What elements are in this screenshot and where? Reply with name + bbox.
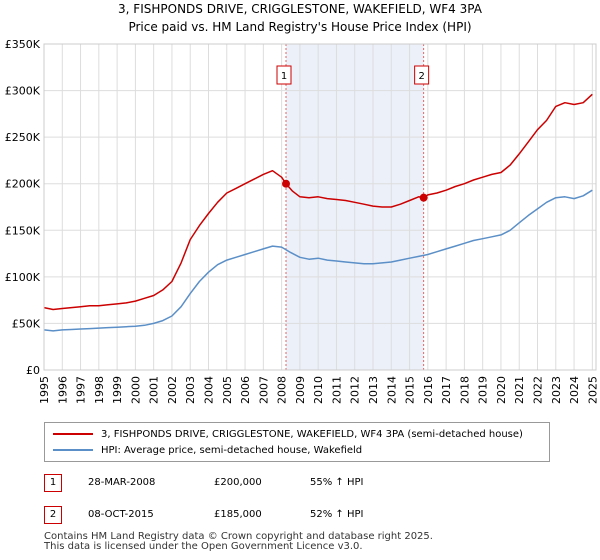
- x-tick-label: 2024: [568, 376, 581, 404]
- sale-label-box: [414, 65, 430, 85]
- x-tick-label: 2014: [385, 376, 398, 404]
- chart-title: 3, FISHPONDS DRIVE, CRIGGLESTONE, WAKEFI…: [118, 2, 483, 16]
- sale-row: 2 08-OCT-2015 £185,000 52% ↑ HPI: [44, 506, 564, 526]
- sale-point: [419, 193, 428, 202]
- x-tick-label: 2020: [495, 376, 508, 404]
- legend-swatch-property: [53, 433, 93, 435]
- x-tick-label: 2023: [550, 376, 563, 404]
- y-tick-label: £50K: [12, 317, 41, 330]
- y-tick-label: £100K: [5, 271, 41, 284]
- legend-label-hpi: HPI: Average price, semi-detached house,…: [101, 445, 363, 456]
- x-tick-label: 1999: [111, 376, 124, 404]
- x-tick-label: 2015: [404, 376, 417, 404]
- sale-row: 1 28-MAR-2008 £200,000 55% ↑ HPI: [44, 474, 564, 494]
- x-tick-label: 2009: [294, 376, 307, 404]
- sale-price: £185,000: [214, 509, 262, 520]
- sale-hpi-change: 52% ↑ HPI: [310, 509, 364, 520]
- sale-date: 28-MAR-2008: [88, 477, 156, 488]
- y-tick-label: £250K: [5, 131, 41, 144]
- x-tick-label: 2017: [440, 376, 453, 404]
- x-tick-label: 2018: [458, 376, 471, 404]
- x-tick-label: 2005: [221, 376, 234, 404]
- x-tick-label: 2019: [477, 376, 490, 404]
- sale-price: £200,000: [214, 477, 262, 488]
- plot-frame: [43, 43, 597, 371]
- x-tick-label: 2025: [586, 376, 599, 404]
- legend: 3, FISHPONDS DRIVE, CRIGGLESTONE, WAKEFI…: [44, 422, 550, 462]
- legend-item-property: 3, FISHPONDS DRIVE, CRIGGLESTONE, WAKEFI…: [53, 427, 523, 443]
- x-tick-label: 1995: [38, 376, 51, 404]
- x-tick-label: 2011: [330, 376, 343, 404]
- y-tick-label: £200K: [5, 178, 41, 191]
- x-tick-label: 2006: [239, 376, 252, 404]
- series-line-property: [43, 93, 593, 311]
- x-tick-label: 2013: [367, 376, 380, 404]
- sale-hpi-change: 55% ↑ HPI: [310, 477, 364, 488]
- x-tick-label: 1996: [56, 376, 69, 404]
- x-tick-label: 2007: [257, 376, 270, 404]
- sale-number-badge: 1: [44, 474, 62, 492]
- sale-label-number: 2: [418, 71, 424, 82]
- legend-label-property: 3, FISHPONDS DRIVE, CRIGGLESTONE, WAKEFI…: [101, 429, 523, 440]
- y-tick-label: £0: [26, 364, 40, 377]
- footer: Contains HM Land Registry data © Crown c…: [44, 532, 433, 552]
- legend-swatch-hpi: [53, 449, 93, 451]
- x-tick-label: 2021: [513, 376, 526, 404]
- sale-label-box: [276, 65, 292, 85]
- series-line-hpi: [43, 189, 593, 332]
- x-tick-label: 2003: [184, 376, 197, 404]
- footer-license: This data is licensed under the Open Gov…: [44, 541, 363, 552]
- footer-copyright: Contains HM Land Registry data © Crown c…: [44, 531, 433, 542]
- x-tick-label: 2002: [166, 376, 179, 404]
- x-tick-label: 2010: [312, 376, 325, 404]
- y-tick-label: £350K: [5, 38, 41, 51]
- sale-point: [282, 179, 291, 188]
- sale-number-badge: 2: [44, 506, 62, 524]
- y-tick-label: £150K: [5, 224, 41, 237]
- chart-subtitle: Price paid vs. HM Land Registry's House …: [128, 20, 471, 34]
- x-tick-label: 2001: [148, 376, 161, 404]
- x-tick-label: 1998: [93, 376, 106, 404]
- x-tick-label: 1997: [75, 376, 88, 404]
- sale-label-number: 1: [281, 71, 287, 82]
- sale-date: 08-OCT-2015: [88, 509, 154, 520]
- x-tick-label: 2012: [349, 376, 362, 404]
- x-tick-label: 2004: [203, 376, 216, 404]
- x-tick-label: 2016: [422, 376, 435, 404]
- x-tick-label: 2008: [276, 376, 289, 404]
- price-chart: 3, FISHPONDS DRIVE, CRIGGLESTONE, WAKEFI…: [5, 2, 600, 404]
- x-tick-label: 2000: [129, 376, 142, 404]
- x-tick-label: 2022: [532, 376, 545, 404]
- y-tick-label: £300K: [5, 85, 41, 98]
- legend-item-hpi: HPI: Average price, semi-detached house,…: [53, 443, 362, 459]
